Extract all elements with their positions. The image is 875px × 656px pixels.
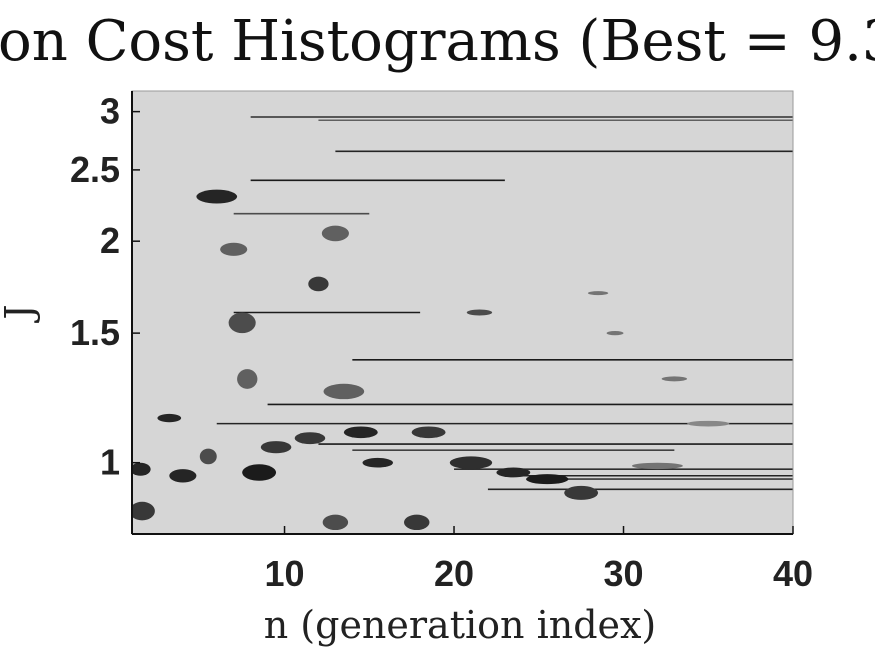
heatmap-cell [294,432,326,445]
heatmap-cell [132,501,155,521]
heatmap-cell [343,426,378,439]
heatmap-cell [308,276,329,292]
y-tick-label: 2 [100,220,120,261]
heatmap-cell [466,309,493,316]
heatmap-cell [606,331,624,336]
heatmap-cell [237,369,258,389]
heatmap-cell [564,485,599,500]
heatmap-cell [157,413,182,423]
heatmap-cell [132,462,151,476]
y-axis-label: J [0,304,41,323]
y-tick-label: 1 [100,442,120,483]
heatmap-cell [496,467,531,478]
heatmap-cell [242,464,277,481]
heatmap-cell [321,225,349,242]
heatmap-cell [687,420,730,427]
heatmap-cell [323,383,365,400]
heatmap-cell [526,474,569,485]
y-axis-ticks: 1 1.5 2 2.5 3 [70,91,140,483]
x-axis-label: n (generation index) [264,603,657,647]
heatmap-layer [132,116,793,531]
x-tick-label: 20 [434,553,474,594]
y-tick-label: 1.5 [70,312,120,353]
heatmap-cell [411,426,446,439]
heatmap-cell [449,456,493,470]
x-tick-label: 30 [603,553,643,594]
heatmap-cell [631,462,683,470]
heatmap-cell [220,242,248,256]
y-tick-label: 2.5 [70,149,120,190]
heatmap-cell [260,441,292,454]
x-tick-label: 40 [773,553,813,594]
heatmap-cell [228,312,256,334]
heatmap-cell [661,376,688,382]
heatmap-cell [199,448,217,465]
x-axis-ticks: 10 20 30 40 [265,526,813,594]
heatmap-cell [587,291,609,296]
heatmap-cell [322,514,349,531]
heatmap-cell [362,457,394,468]
heatmap-cell [169,469,197,483]
heatmap-cell [196,189,238,204]
heatmap-cell [404,514,430,531]
y-tick-label: 3 [100,91,120,132]
x-tick-label: 10 [265,553,305,594]
chart-title: on Cost Histograms (Best = 9.3 [0,9,875,74]
